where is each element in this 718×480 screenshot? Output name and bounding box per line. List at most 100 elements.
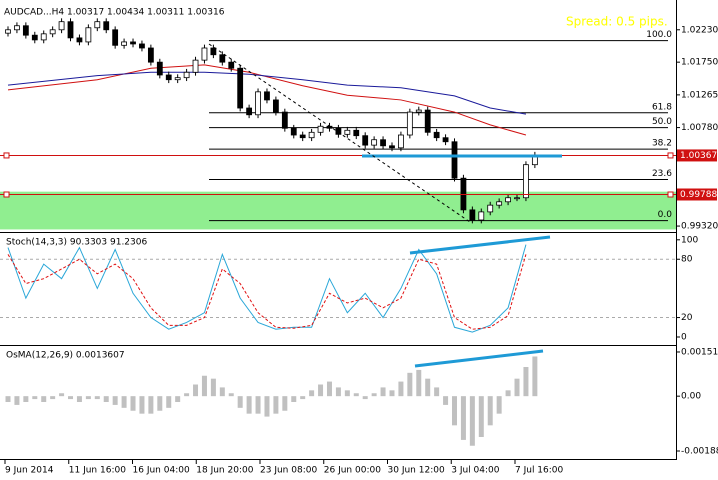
x-tick-label: 16 Jun 04:00 bbox=[133, 466, 190, 476]
candle-body bbox=[353, 129, 360, 137]
x-tick-label: 30 Jun 12:00 bbox=[388, 466, 445, 476]
candle-body bbox=[299, 134, 306, 139]
candle-body bbox=[469, 209, 476, 221]
osma-bar bbox=[112, 396, 118, 405]
candle-body bbox=[85, 27, 92, 43]
osma-bar bbox=[353, 393, 359, 397]
candle-body bbox=[40, 33, 47, 41]
candle-body bbox=[183, 71, 190, 79]
x-tick-label: 23 Jun 08:00 bbox=[260, 466, 317, 476]
y-tick-label: 80 bbox=[681, 255, 693, 265]
osma-bar bbox=[264, 396, 270, 417]
candle-body bbox=[272, 99, 279, 113]
y-tick-label: 100 bbox=[681, 235, 698, 245]
candle-body bbox=[371, 139, 378, 146]
fib-label: 0.0 bbox=[658, 210, 673, 220]
osma-bar bbox=[380, 387, 386, 397]
osma-bar bbox=[443, 396, 449, 405]
candle-body bbox=[505, 197, 511, 203]
candle-body bbox=[496, 201, 503, 206]
osma-bar bbox=[425, 378, 431, 397]
fib-label: 23.6 bbox=[652, 169, 672, 179]
candle-body bbox=[389, 145, 395, 149]
stoch-divergence-line bbox=[409, 235, 551, 255]
candle-body bbox=[523, 164, 529, 199]
y-tick-label: 1.01265 bbox=[681, 90, 718, 100]
osma-bar bbox=[514, 378, 520, 397]
chart-title: AUDCAD...H4 1.00317 1.00434 1.00311 1.00… bbox=[4, 8, 225, 18]
candle-body bbox=[31, 34, 38, 41]
fib-label: 100.0 bbox=[646, 30, 672, 40]
candle-body bbox=[156, 61, 163, 76]
candle-body bbox=[433, 131, 440, 139]
candle-body bbox=[139, 43, 145, 49]
plot-layer: 1.02230 1.01750 1.01265 1.00780 0.99320 100.0… bbox=[0, 18, 718, 476]
candle-body bbox=[67, 21, 74, 39]
candle-body bbox=[442, 137, 449, 143]
candle-body bbox=[76, 37, 83, 43]
osma-bar bbox=[344, 390, 350, 397]
candle-body bbox=[201, 47, 208, 61]
y-tick-label: 1.00780 bbox=[681, 123, 718, 133]
candle-body bbox=[130, 41, 136, 45]
osma-bar bbox=[184, 393, 190, 397]
osma-bar bbox=[157, 396, 163, 411]
osma-bar bbox=[219, 387, 225, 397]
osma-bar bbox=[416, 369, 422, 397]
osma-bar bbox=[326, 381, 332, 397]
stoch-line bbox=[7, 244, 527, 333]
candle-body bbox=[94, 21, 101, 29]
y-tick-label: 0.00 bbox=[681, 392, 701, 402]
osma-bar bbox=[255, 396, 261, 414]
osma-bar bbox=[460, 396, 466, 440]
osma-bar bbox=[318, 384, 324, 397]
candle-body bbox=[210, 47, 217, 56]
osma-bar bbox=[389, 390, 395, 397]
zone bbox=[0, 191, 676, 230]
y-tick-label: -0.001880 bbox=[681, 447, 718, 457]
osma-bar bbox=[139, 396, 145, 414]
osma-bar bbox=[532, 356, 538, 397]
candle-body bbox=[165, 74, 172, 81]
candle-body bbox=[362, 135, 369, 146]
osma-bar bbox=[148, 396, 154, 414]
osma-bar bbox=[452, 396, 457, 426]
price-line-marker bbox=[667, 152, 674, 159]
osma-bar bbox=[398, 381, 404, 397]
osma-bar bbox=[68, 396, 74, 400]
osma-bar bbox=[121, 396, 127, 408]
osma-bar bbox=[175, 396, 181, 402]
osma-bar bbox=[94, 396, 100, 400]
osma-bar bbox=[166, 396, 172, 408]
candle-body bbox=[246, 107, 253, 116]
osma-bar bbox=[362, 396, 368, 400]
spread-label: Spread: 0.5 pips. bbox=[566, 15, 668, 29]
candle-body bbox=[514, 197, 520, 200]
osma-bar bbox=[291, 396, 297, 402]
osma-bar bbox=[300, 396, 306, 400]
x-tick-label: 11 Jun 16:00 bbox=[69, 466, 126, 476]
osma-bar bbox=[41, 396, 47, 402]
osma-bar bbox=[309, 390, 315, 397]
fib-label: 38.2 bbox=[652, 139, 672, 149]
candle-body bbox=[317, 125, 324, 133]
candle-body bbox=[281, 111, 288, 129]
osma-bar bbox=[85, 396, 91, 400]
candle-body bbox=[424, 109, 431, 133]
candle-body bbox=[58, 21, 65, 31]
price-label-box bbox=[677, 149, 717, 162]
price-line-marker bbox=[3, 191, 10, 198]
fib-label: 61.8 bbox=[652, 102, 672, 112]
candle-body bbox=[14, 25, 20, 31]
osma-bar bbox=[371, 393, 377, 397]
candle-body bbox=[174, 77, 181, 81]
candle-body bbox=[344, 129, 351, 135]
osma-bar bbox=[505, 390, 511, 397]
candle-body bbox=[290, 127, 297, 136]
osma-bar bbox=[23, 396, 29, 402]
osma-bar bbox=[469, 396, 475, 446]
stoch-title: Stoch(14,3,3) 90.3303 91.2306 bbox=[6, 238, 147, 248]
osma-bar bbox=[434, 387, 440, 397]
